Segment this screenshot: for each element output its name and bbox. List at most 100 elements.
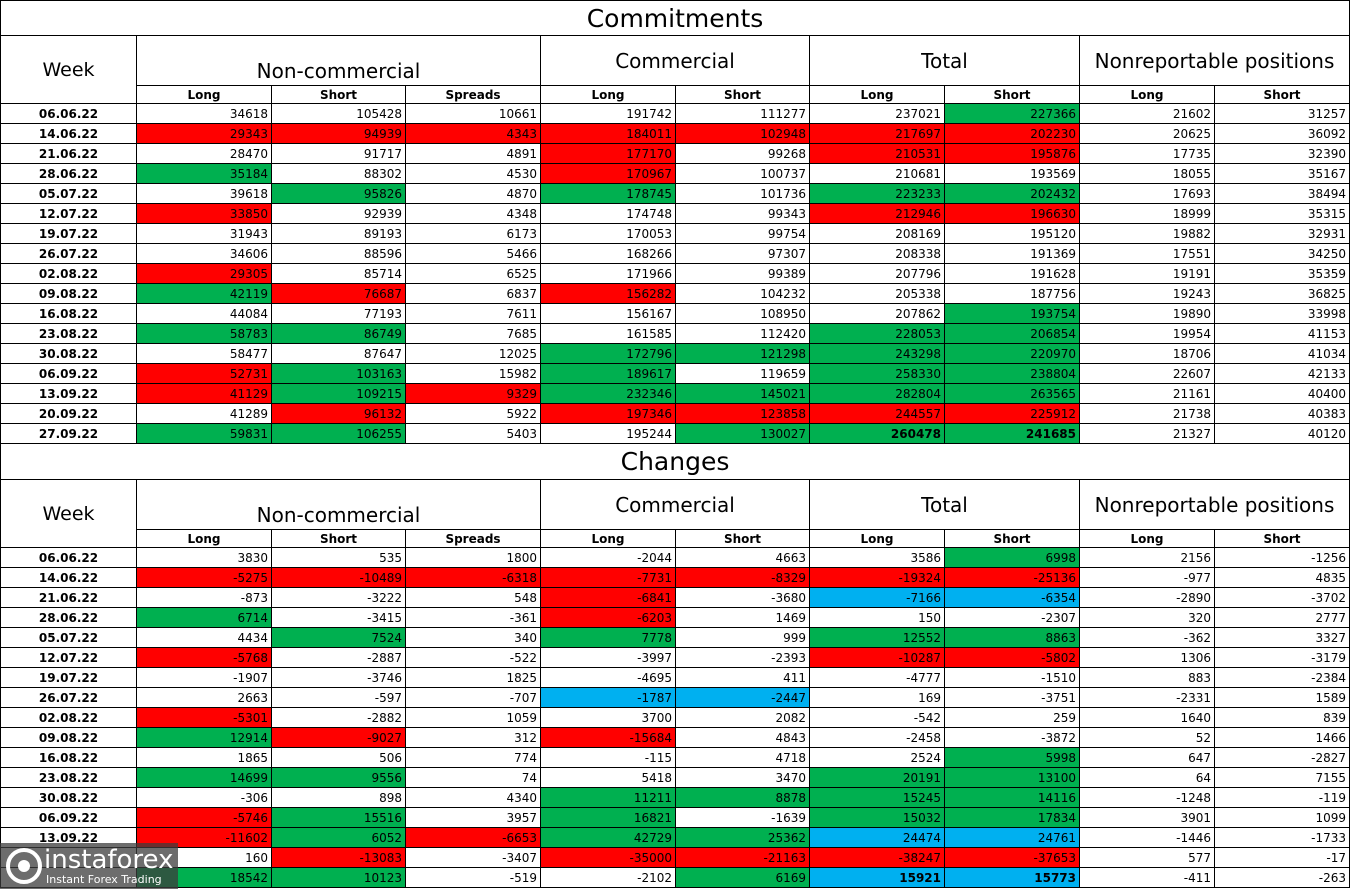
value-cell: 24474 <box>810 828 945 848</box>
value-cell: 197346 <box>541 404 676 424</box>
value-cell: 8863 <box>945 628 1080 648</box>
value-cell: 40400 <box>1215 384 1350 404</box>
value-cell: 15032 <box>810 808 945 828</box>
value-cell: 208338 <box>810 244 945 264</box>
value-cell: 6998 <box>945 548 1080 568</box>
value-cell: 259 <box>945 708 1080 728</box>
value-cell: -3751 <box>945 688 1080 708</box>
group-header: Non-commercial <box>137 36 541 86</box>
value-cell: 5998 <box>945 748 1080 768</box>
value-cell: 7685 <box>406 324 541 344</box>
value-cell: -3702 <box>1215 588 1350 608</box>
value-cell: -3872 <box>945 728 1080 748</box>
week-header: Week <box>0 36 137 104</box>
value-cell: 4340 <box>406 788 541 808</box>
value-cell: -597 <box>272 688 406 708</box>
value-cell: -2882 <box>272 708 406 728</box>
value-cell: 191628 <box>945 264 1080 284</box>
value-cell: 202432 <box>945 184 1080 204</box>
week-cell: 21.06.22 <box>0 144 137 164</box>
value-cell: 241685 <box>945 424 1080 444</box>
value-cell: 15773 <box>945 868 1080 888</box>
value-cell: 178745 <box>541 184 676 204</box>
value-cell: 35184 <box>137 164 272 184</box>
value-cell: 999 <box>676 628 810 648</box>
value-cell: 21738 <box>1080 404 1215 424</box>
value-cell: 228053 <box>810 324 945 344</box>
value-cell: 31943 <box>137 224 272 244</box>
value-cell: 1059 <box>406 708 541 728</box>
week-cell: 06.06.22 <box>0 548 137 568</box>
group-header: Commercial <box>541 480 810 530</box>
week-cell: 14.06.22 <box>0 568 137 588</box>
value-cell: 207862 <box>810 304 945 324</box>
value-cell: 7611 <box>406 304 541 324</box>
value-cell: 15921 <box>810 868 945 888</box>
value-cell: 41129 <box>137 384 272 404</box>
value-cell: 34250 <box>1215 244 1350 264</box>
value-cell: 64 <box>1080 768 1215 788</box>
value-cell: -1248 <box>1080 788 1215 808</box>
value-cell: 59831 <box>137 424 272 444</box>
value-cell: 9556 <box>272 768 406 788</box>
column-header: Short <box>1215 530 1350 548</box>
week-cell: 06.09.22 <box>0 364 137 384</box>
value-cell: 206854 <box>945 324 1080 344</box>
value-cell: -2890 <box>1080 588 1215 608</box>
value-cell: 99268 <box>676 144 810 164</box>
column-header: Short <box>1215 86 1350 104</box>
value-cell: 41034 <box>1215 344 1350 364</box>
value-cell: 6052 <box>272 828 406 848</box>
week-cell: 30.08.22 <box>0 344 137 364</box>
value-cell: 1589 <box>1215 688 1350 708</box>
value-cell: -7166 <box>810 588 945 608</box>
week-cell: 30.08.22 <box>0 788 137 808</box>
value-cell: 19954 <box>1080 324 1215 344</box>
value-cell: 243298 <box>810 344 945 364</box>
value-cell: 7778 <box>541 628 676 648</box>
value-cell: 3586 <box>810 548 945 568</box>
value-cell: -2458 <box>810 728 945 748</box>
value-cell: 1825 <box>406 668 541 688</box>
value-cell: 35315 <box>1215 204 1350 224</box>
value-cell: -1639 <box>676 808 810 828</box>
value-cell: 105428 <box>272 104 406 124</box>
value-cell: 25362 <box>676 828 810 848</box>
value-cell: 31257 <box>1215 104 1350 124</box>
value-cell: 244557 <box>810 404 945 424</box>
value-cell: -2447 <box>676 688 810 708</box>
value-cell: 14699 <box>137 768 272 788</box>
value-cell: 17735 <box>1080 144 1215 164</box>
value-cell: 18055 <box>1080 164 1215 184</box>
week-cell: 28.06.22 <box>0 164 137 184</box>
value-cell: 15516 <box>272 808 406 828</box>
value-cell: 187756 <box>945 284 1080 304</box>
value-cell: 10123 <box>272 868 406 888</box>
group-header: Commercial <box>541 36 810 86</box>
value-cell: 196630 <box>945 204 1080 224</box>
value-cell: 145021 <box>676 384 810 404</box>
value-cell: -13083 <box>272 848 406 868</box>
value-cell: -5275 <box>137 568 272 588</box>
value-cell: 20625 <box>1080 124 1215 144</box>
value-cell: 202230 <box>945 124 1080 144</box>
value-cell: 42119 <box>137 284 272 304</box>
week-cell: 14.06.22 <box>0 124 137 144</box>
week-cell: 13.09.22 <box>0 384 137 404</box>
value-cell: 1306 <box>1080 648 1215 668</box>
value-cell: 101736 <box>676 184 810 204</box>
watermark-tagline: Instant Forex Trading <box>46 873 162 886</box>
value-cell: 88596 <box>272 244 406 264</box>
value-cell: 15982 <box>406 364 541 384</box>
value-cell: 32390 <box>1215 144 1350 164</box>
column-header: Short <box>676 86 810 104</box>
week-cell: 20.09.22 <box>0 404 137 424</box>
value-cell: 94939 <box>272 124 406 144</box>
value-cell: 86749 <box>272 324 406 344</box>
week-cell: 16.08.22 <box>0 304 137 324</box>
value-cell: 12552 <box>810 628 945 648</box>
value-cell: 99389 <box>676 264 810 284</box>
value-cell: -3680 <box>676 588 810 608</box>
value-cell: 13100 <box>945 768 1080 788</box>
value-cell: 17834 <box>945 808 1080 828</box>
